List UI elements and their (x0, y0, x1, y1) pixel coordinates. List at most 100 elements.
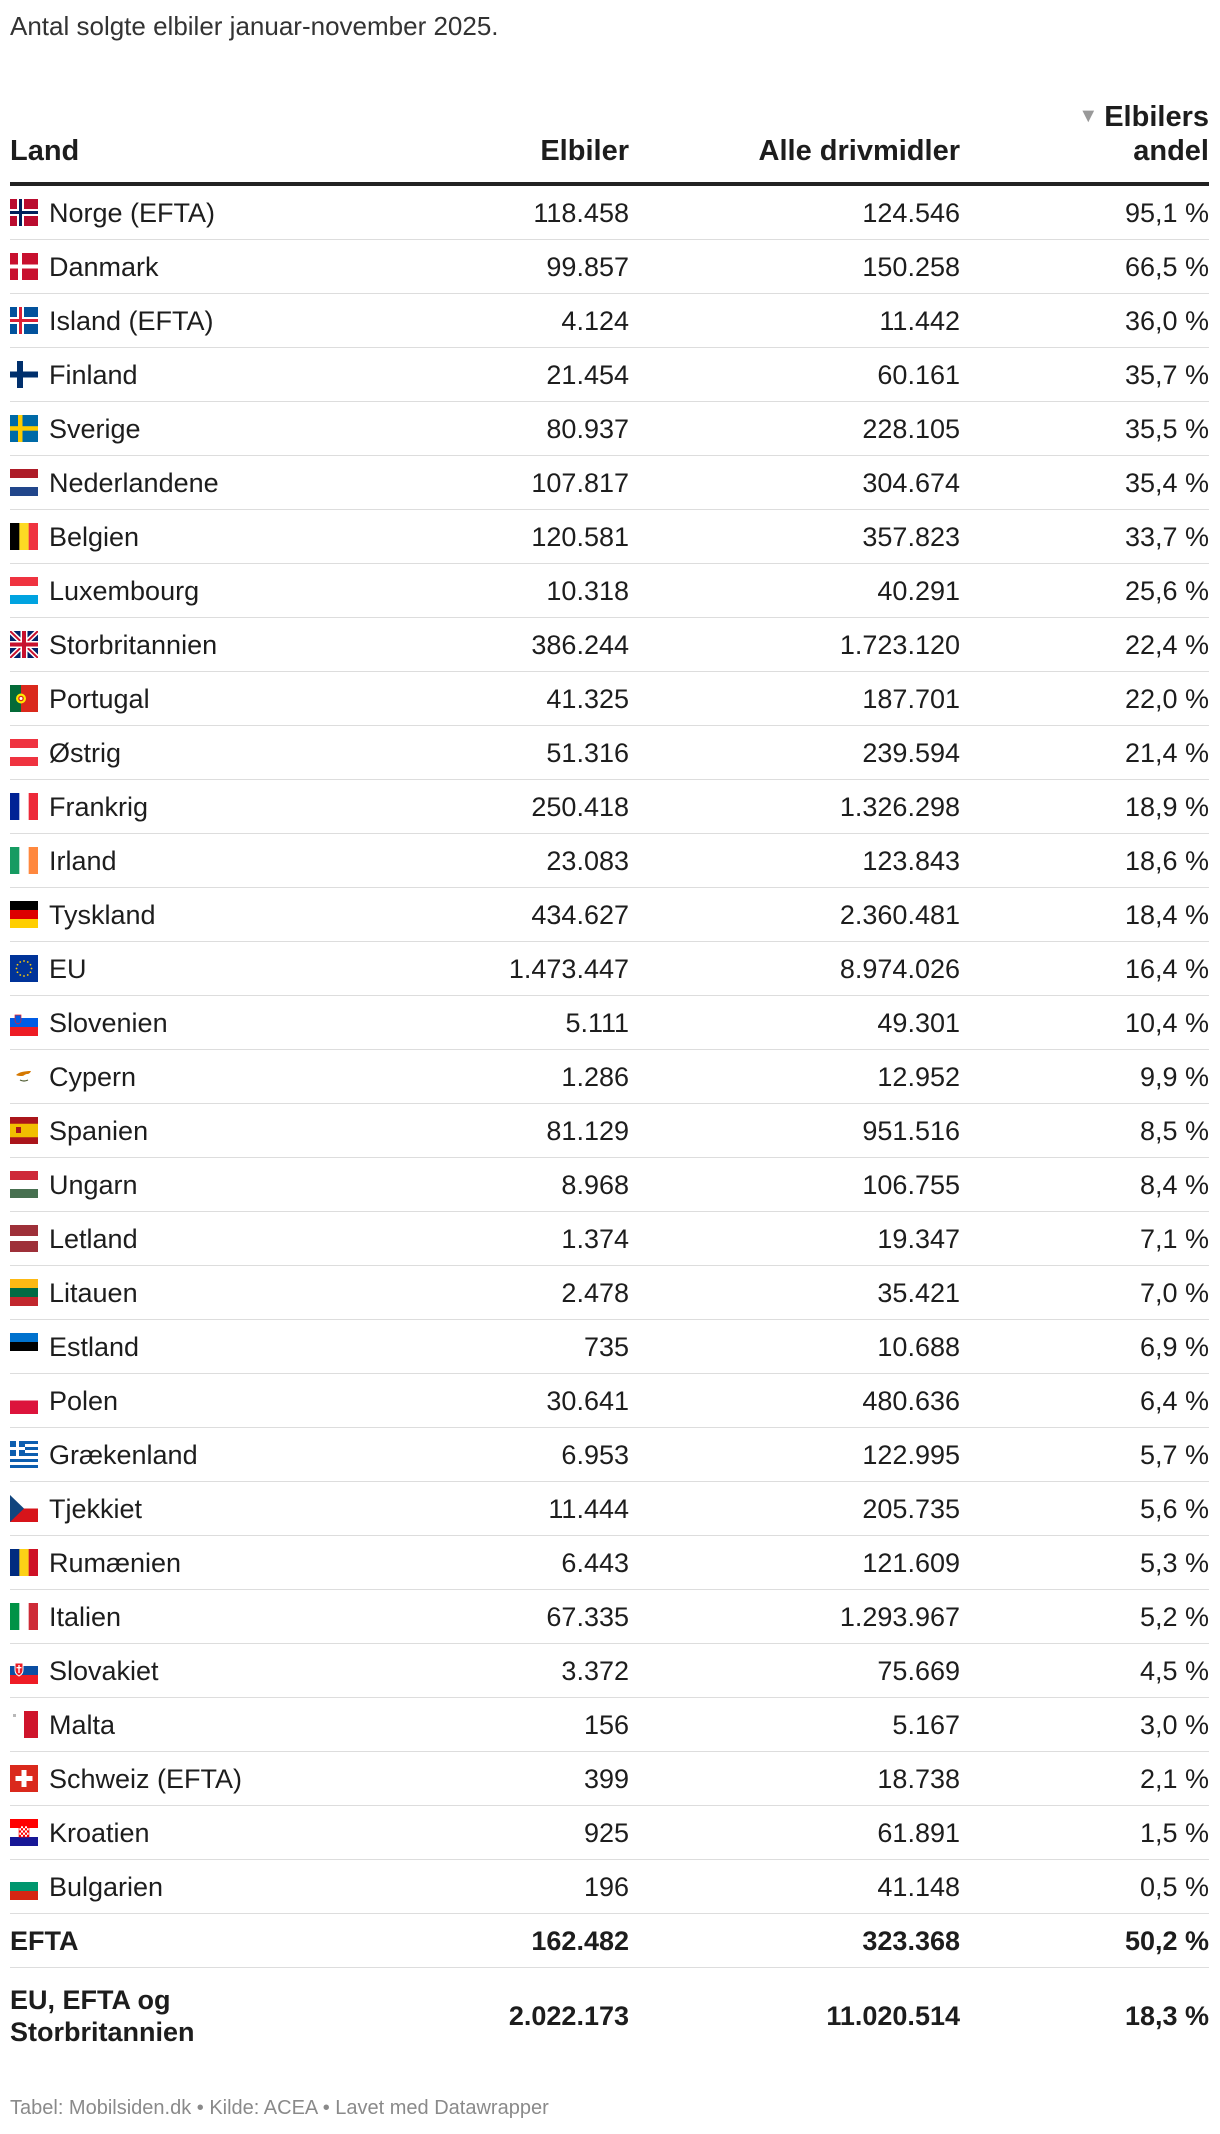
country-name-tyskland: Tyskland (49, 899, 156, 930)
cell-country: Grækenland (10, 1439, 430, 1471)
column-header-ev[interactable]: Elbiler (540, 135, 629, 167)
country-name-frankrig: Frankrig (49, 791, 149, 822)
cell-all-fuels-sales: 8.974.026 (839, 953, 960, 984)
cell-country: Slovenien (10, 1007, 430, 1039)
cell-country: Luxembourg (10, 575, 430, 607)
cell-ev-sales: 99.857 (546, 251, 629, 282)
cell-ev-share: 66,5 % (1124, 251, 1209, 282)
cell-ev-sales: 8.968 (561, 1169, 629, 1200)
table-row: Irland 23.083 123.843 18,6 % (10, 834, 1209, 888)
cell-all-fuels-sales: 122.995 (862, 1439, 960, 1470)
cell-all-fuels-sales: 10.688 (877, 1331, 960, 1362)
cell-country: Schweiz (EFTA) (10, 1763, 430, 1795)
cell-country: Tyskland (10, 899, 430, 931)
cell-ev-share: 7,0 % (1139, 1277, 1209, 1308)
total-ev-sales: 162.482 (531, 1925, 629, 1956)
table-header-row: Land Elbiler Alle drivmidler ▼ Elbilers an… (10, 96, 1209, 186)
table-row: Sverige 80.937 228.105 35,5 % (10, 402, 1209, 456)
table-totals: EFTA 162.482 323.368 50,2 % EU, EFTA og Stor… (10, 1914, 1209, 2064)
cell-country: Polen (10, 1385, 430, 1417)
country-name-kroatien: Kroatien (49, 1817, 150, 1848)
table-row: Danmark 99.857 150.258 66,5 % (10, 240, 1209, 294)
cell-ev-sales: 1.374 (561, 1223, 629, 1254)
country-name-belgien: Belgien (49, 521, 140, 552)
country-name-ostrig: Østrig (49, 737, 122, 768)
cell-all-fuels-sales: 205.735 (862, 1493, 960, 1524)
norway-flag-icon (10, 198, 38, 226)
table-row: Frankrig 250.418 1.326.298 18,9 % (10, 780, 1209, 834)
ev-sales-table: Land Elbiler Alle drivmidler ▼ Elbilers an… (10, 96, 1209, 2064)
cell-ev-share: 35,5 % (1124, 413, 1209, 444)
cell-all-fuels-sales: 5.167 (892, 1709, 960, 1740)
table-row: Belgien 120.581 357.823 33,7 % (10, 510, 1209, 564)
cell-country: Belgien (10, 521, 430, 553)
cell-ev-sales: 386.244 (531, 629, 629, 660)
cell-ev-sales: 4.124 (561, 305, 629, 336)
total-label: EU, EFTA og Storbritannien (10, 1985, 195, 2047)
cell-all-fuels-sales: 121.609 (862, 1547, 960, 1578)
malta-flag-icon (10, 1710, 38, 1738)
country-name-spanien: Spanien (49, 1115, 149, 1146)
lithuania-flag-icon (10, 1278, 38, 1306)
cell-country: Storbritannien (10, 629, 430, 661)
cell-country: Sverige (10, 413, 430, 445)
cell-all-fuels-sales: 40.291 (877, 575, 960, 606)
cell-ev-share: 2,1 % (1139, 1763, 1209, 1794)
cell-ev-sales: 6.443 (561, 1547, 629, 1578)
column-header-country[interactable]: Land (10, 135, 80, 167)
column-header-all-fuels[interactable]: Alle drivmidler (758, 135, 960, 167)
cell-all-fuels-sales: 12.952 (877, 1061, 960, 1092)
cell-ev-sales: 156 (583, 1709, 629, 1740)
cell-ev-sales: 11.444 (548, 1493, 629, 1524)
croatia-flag-icon (10, 1818, 38, 1846)
cell-country: Irland (10, 845, 430, 877)
cell-country: Ungarn (10, 1169, 430, 1201)
cell-all-fuels-sales: 357.823 (862, 521, 960, 552)
total-row: EU, EFTA og Storbritannien 2.022.173 11.02… (10, 1968, 1209, 2064)
switzerland-flag-icon (10, 1764, 38, 1792)
cell-all-fuels-sales: 228.105 (862, 413, 960, 444)
cell-ev-share: 33,7 % (1124, 521, 1209, 552)
table-row: Italien 67.335 1.293.967 5,2 % (10, 1590, 1209, 1644)
total-ev-sales: 2.022.173 (508, 2001, 629, 2031)
country-name-portugal: Portugal (49, 683, 150, 714)
table-row: Ungarn 8.968 106.755 8,4 % (10, 1158, 1209, 1212)
cell-ev-sales: 30.641 (546, 1385, 629, 1416)
cell-ev-sales: 80.937 (546, 413, 629, 444)
czechia-flag-icon (10, 1494, 38, 1522)
cell-ev-share: 8,4 % (1139, 1169, 1209, 1200)
cell-ev-share: 22,4 % (1124, 629, 1209, 660)
country-name-ungarn: Ungarn (49, 1169, 138, 1200)
column-header-ev-share[interactable]: ▼ Elbilers andel (960, 99, 1209, 168)
table-row: Malta 156 5.167 3,0 % (10, 1698, 1209, 1752)
austria-flag-icon (10, 738, 38, 766)
cell-ev-sales: 10.318 (546, 575, 629, 606)
table-row: Polen 30.641 480.636 6,4 % (10, 1374, 1209, 1428)
table-row: Litauen 2.478 35.421 7,0 % (10, 1266, 1209, 1320)
cell-all-fuels-sales: 75.669 (877, 1655, 960, 1686)
table-row: Slovakiet 3.372 75.669 4,5 % (10, 1644, 1209, 1698)
country-name-sverige: Sverige (49, 413, 141, 444)
table-row: EU 1.473.447 8.974.026 16,4 % (10, 942, 1209, 996)
cell-all-fuels-sales: 11.442 (879, 305, 960, 336)
cell-country: Litauen (10, 1277, 430, 1309)
sweden-flag-icon (10, 414, 38, 442)
cell-ev-share: 21,4 % (1124, 737, 1209, 768)
cell-country: Italien (10, 1601, 430, 1633)
table-row: Schweiz (EFTA) 399 18.738 2,1 % (10, 1752, 1209, 1806)
uk-flag-icon (10, 630, 38, 658)
cell-ev-sales: 51.316 (546, 737, 629, 768)
cell-ev-sales: 434.627 (531, 899, 629, 930)
estonia-flag-icon (10, 1332, 38, 1360)
table-row: Estland 735 10.688 6,9 % (10, 1320, 1209, 1374)
table-row: Cypern 1.286 12.952 9,9 % (10, 1050, 1209, 1104)
country-name-finland: Finland (49, 359, 138, 390)
table-footer-credits: Tabel: Mobilsiden.dk • Kilde: ACEA • Lav… (10, 2097, 549, 2119)
ireland-flag-icon (10, 846, 38, 874)
cell-country: Norge (EFTA) (10, 197, 430, 229)
germany-flag-icon (10, 900, 38, 928)
iceland-flag-icon (10, 306, 38, 334)
country-name-letland: Letland (49, 1223, 138, 1254)
cell-ev-share: 10,4 % (1124, 1007, 1209, 1038)
cell-ev-sales: 399 (583, 1763, 629, 1794)
